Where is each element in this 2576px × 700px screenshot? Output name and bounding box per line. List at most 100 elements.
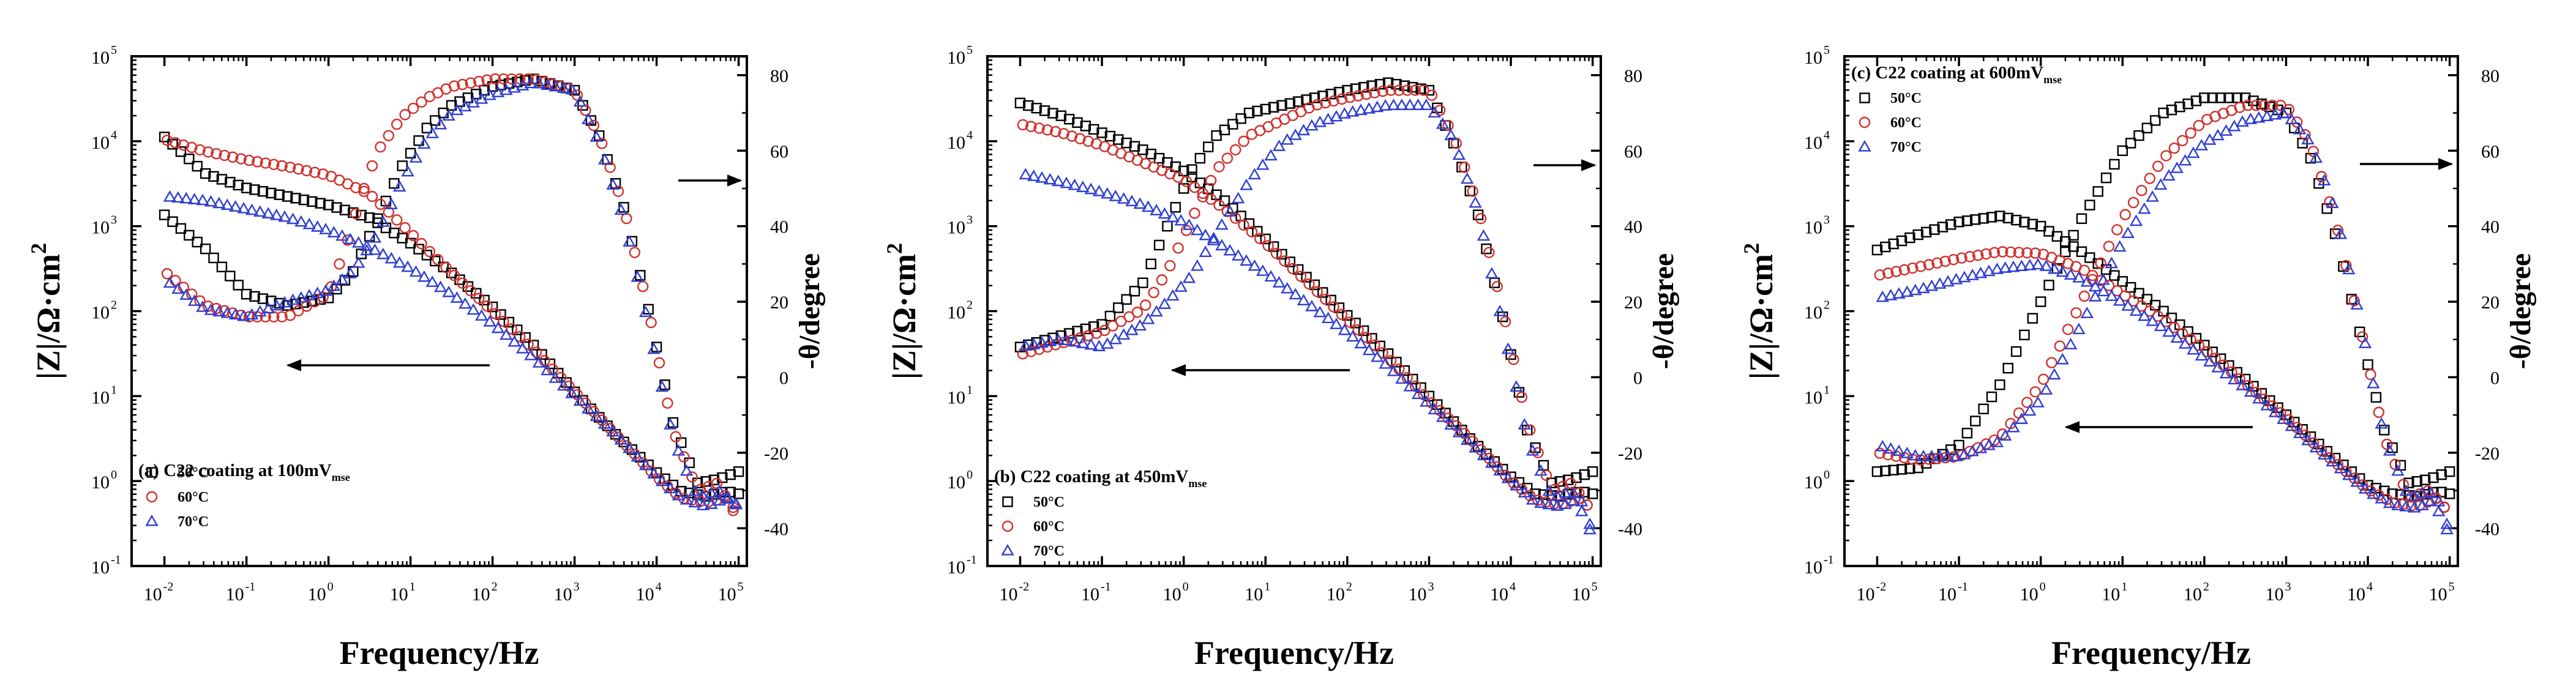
impedance-point xyxy=(2064,268,2078,280)
impedance-point xyxy=(319,223,332,234)
x-tick-exp: 0 xyxy=(2040,580,2046,594)
impedance-point xyxy=(1986,212,1998,223)
impedance-point xyxy=(1215,239,1229,251)
impedance-point xyxy=(539,355,550,367)
legend-item: 50°C xyxy=(1859,91,1922,106)
phase-point xyxy=(366,160,378,172)
impedance-point xyxy=(2334,461,2348,474)
impedance-point xyxy=(1254,233,1266,245)
impedance-point xyxy=(2215,353,2226,364)
x-tick-exp: -1 xyxy=(1958,580,1968,594)
phase-point xyxy=(1205,174,1217,187)
impedance-point xyxy=(2125,281,2136,293)
impedance-point xyxy=(1150,204,1163,215)
phase-point xyxy=(705,486,718,498)
x-tick-base: 10 xyxy=(636,584,654,605)
phase-point xyxy=(1391,78,1402,90)
y-tick-exp: 4 xyxy=(967,128,973,142)
impedance-point xyxy=(225,177,236,188)
phase-point xyxy=(375,141,386,153)
phase-point xyxy=(2291,116,2303,128)
y-tick-base: 10 xyxy=(1804,387,1822,408)
plot-frame xyxy=(130,55,748,567)
impedance-point xyxy=(2007,260,2020,272)
phase-point xyxy=(2092,186,2103,197)
impedance-point xyxy=(473,292,485,304)
y-tick-exp: 5 xyxy=(111,43,117,57)
phase-point xyxy=(1131,307,1144,318)
impedance-point xyxy=(459,297,472,309)
phase-point xyxy=(2260,110,2274,121)
phase-point xyxy=(421,122,433,133)
impedance-point xyxy=(1532,494,1544,506)
phase-point xyxy=(302,289,316,300)
impedance-point xyxy=(260,157,272,169)
phase-point xyxy=(1352,90,1364,102)
x-tick-label: 10 1 xyxy=(390,580,416,605)
y-tick-exp: 1 xyxy=(1824,383,1830,397)
impedance-point xyxy=(1562,489,1574,500)
phase-point xyxy=(711,477,723,490)
impedance-point xyxy=(241,182,252,193)
impedance-point xyxy=(243,154,255,166)
phase-point xyxy=(1377,85,1388,97)
impedance-point xyxy=(1305,299,1319,311)
phase-point xyxy=(1238,135,1249,147)
phase-point xyxy=(184,229,195,241)
impedance-point xyxy=(2326,455,2339,467)
y-right-axis-title: -θ/degree xyxy=(1647,253,1680,369)
impedance-point xyxy=(1031,102,1042,114)
y-tick-exp: -1 xyxy=(967,553,977,567)
x-tick-base: 10 xyxy=(390,584,408,605)
phase-point xyxy=(2383,444,2397,456)
impedance-point xyxy=(2231,367,2242,378)
phase-point xyxy=(647,342,661,354)
impedance-point xyxy=(1039,105,1050,116)
phase-point xyxy=(425,127,439,138)
y-left-tick-label: 10 5 xyxy=(1804,43,1830,68)
phase-point xyxy=(1096,319,1107,330)
phase-point xyxy=(1063,328,1075,339)
x-tick-label: 10 4 xyxy=(636,580,662,605)
impedance-point xyxy=(466,303,480,315)
impedance-point xyxy=(310,220,324,232)
impedance-point xyxy=(623,441,636,453)
x-tick-exp: 1 xyxy=(2121,580,2127,594)
phase-point xyxy=(686,471,698,483)
phase-point xyxy=(1043,335,1057,346)
impedance-point xyxy=(1025,121,1037,132)
phase-point xyxy=(2023,404,2037,416)
phase-point xyxy=(2010,346,2022,357)
impedance-point xyxy=(186,141,198,154)
impedance-point xyxy=(276,160,288,172)
impedance-point xyxy=(219,149,231,162)
impedance-point xyxy=(1260,233,1271,245)
impedance-point xyxy=(2444,488,2455,499)
phase-point xyxy=(473,75,485,88)
phase-point xyxy=(448,80,460,92)
phase-point xyxy=(397,160,408,171)
phase-point xyxy=(1058,337,1069,348)
impedance-point xyxy=(1526,493,1540,505)
impedance-point xyxy=(1415,382,1426,393)
phase-point xyxy=(167,216,178,227)
y-tick-base: 10 xyxy=(1804,472,1822,493)
impedance-point xyxy=(331,202,342,213)
phase-point xyxy=(241,289,252,300)
impedance-point xyxy=(481,300,493,312)
impedance-point xyxy=(1583,517,1597,529)
phase-point xyxy=(2350,298,2364,310)
x-tick-base: 10 xyxy=(1163,584,1181,605)
phase-point xyxy=(1240,178,1253,190)
y-right-tick-label: 60 xyxy=(2481,141,2499,162)
y-left-tick-label: 10 -1 xyxy=(1804,553,1834,578)
impedance-point xyxy=(1428,403,1441,415)
phase-point xyxy=(2105,256,2119,269)
phase-point xyxy=(212,305,226,317)
impedance-point xyxy=(1141,200,1155,212)
impedance-point xyxy=(635,452,646,463)
impedance-point xyxy=(1360,332,1372,343)
phase-point xyxy=(1896,464,1908,475)
impedance-point xyxy=(2236,379,2249,390)
phase-point xyxy=(1319,97,1331,109)
